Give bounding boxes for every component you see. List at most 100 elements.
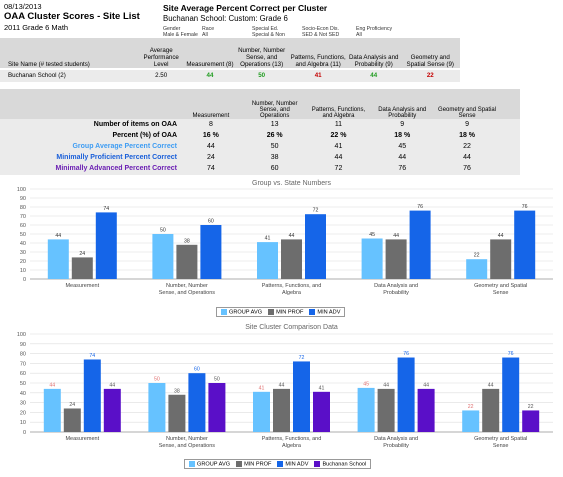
number-sense-header: Number, Number Sense, and Operations (13… <box>238 47 286 68</box>
y-tick-label: 50 <box>20 381 26 387</box>
bar <box>409 210 431 279</box>
bar <box>103 388 121 432</box>
bar <box>273 388 290 432</box>
bar <box>482 388 500 432</box>
y-tick-label: 100 <box>17 187 26 193</box>
summary-cell: 45 <box>398 143 407 150</box>
summary-cell: 50 <box>270 143 279 150</box>
measurement-header: Measurement (8) <box>186 61 234 68</box>
site-table-row-band <box>0 70 460 82</box>
data-label: 44 <box>55 233 61 239</box>
data-label: 38 <box>184 238 190 244</box>
bar <box>208 383 226 432</box>
summary-cell: 18 % <box>394 132 411 139</box>
data-label: 44 <box>488 382 494 388</box>
bar <box>95 212 117 279</box>
y-tick-label: 30 <box>20 401 26 407</box>
bar <box>47 239 69 279</box>
data-analysis-header: Data Analysis and Probability (9) <box>348 54 399 68</box>
page-title: OAA Cluster Scores - Site List <box>4 11 140 22</box>
bar <box>188 373 206 432</box>
filter-special-ed: Special Ed. Special & Non <box>252 26 285 39</box>
data-label: 76 <box>508 351 514 357</box>
legend-label: GROUP AVG <box>229 309 263 316</box>
data-label: 44 <box>289 233 295 239</box>
summary-cell: 9 <box>400 121 405 128</box>
data-label: 41 <box>265 236 271 242</box>
x-tick-label: Measurement <box>65 283 99 289</box>
site-table: Site Name (# tested students) Average Pe… <box>0 37 460 82</box>
site-table-header-band <box>0 38 460 68</box>
bar <box>466 259 488 279</box>
summary-cell: 22 % <box>330 132 347 139</box>
summary-cell: 22 <box>463 143 471 150</box>
legend-label: GROUP AVG <box>197 461 231 468</box>
chart-legend: GROUP AVG MIN PROF MIN ADV Buchanan School <box>184 459 372 470</box>
bar <box>257 242 278 279</box>
summary-cell: 72 <box>334 165 343 172</box>
y-tick-label: 80 <box>20 352 26 358</box>
legend-label: Buchanan School <box>322 461 367 468</box>
summary-cell: 13 <box>270 121 279 128</box>
summary-cell: 26 % <box>266 132 283 139</box>
site-name-link[interactable]: Buchanan School (2) <box>8 71 66 79</box>
y-tick-label: 60 <box>20 223 26 229</box>
data-label: 45 <box>369 232 375 238</box>
x-tick-label: Algebra <box>282 290 302 296</box>
legend-label: MIN ADV <box>285 461 309 468</box>
y-tick-label: 90 <box>20 342 26 348</box>
x-tick-label: Patterns, Functions, and <box>262 436 322 442</box>
y-tick-label: 50 <box>20 232 26 238</box>
legend-swatch <box>268 309 275 315</box>
data-label: 72 <box>299 355 305 361</box>
x-tick-label: Patterns, Functions, and <box>262 283 322 289</box>
legend-item: Buchanan School <box>314 461 366 467</box>
bar <box>397 357 415 432</box>
y-tick-label: 60 <box>20 371 26 377</box>
geometry-value: 22 <box>426 71 434 79</box>
bar <box>152 234 174 279</box>
data-label: 50 <box>154 377 160 383</box>
legend-item: MIN ADV <box>277 461 308 467</box>
summary-cell: 44 <box>206 143 215 150</box>
y-tick-label: 0 <box>23 430 26 436</box>
report-date: 08/13/2013 <box>4 2 42 11</box>
geometry-header: Geometry and Spatial Sense (9) <box>406 54 454 68</box>
chart-site-cluster-comparison: Site Cluster Comparison Data 0 10 20 30 40 50 6… <box>0 320 563 472</box>
x-tick-label: Probability <box>383 443 409 449</box>
legend-swatch <box>236 461 243 467</box>
data-label: 74 <box>89 353 95 359</box>
summary-row-label: Percent (%) of OAA <box>112 132 177 139</box>
data-label: 76 <box>417 204 423 210</box>
data-label: 50 <box>160 228 166 234</box>
bar <box>63 408 81 432</box>
data-label: 24 <box>79 251 85 257</box>
summary-row-label: Number of items on OAA <box>93 121 177 128</box>
bar <box>361 238 383 279</box>
bar <box>522 410 540 432</box>
legend-label: MIN ADV <box>317 309 341 316</box>
bar <box>305 214 326 279</box>
y-tick-label: 20 <box>20 259 26 265</box>
bar <box>168 394 186 432</box>
table-row[interactable]: Buchanan School (2) 2.50 44 50 41 44 22 <box>0 68 460 82</box>
summary-col-data-analysis: Data Analysis and Probability <box>378 107 427 119</box>
number-sense-value: 50 <box>258 71 266 79</box>
summary-cell: 44 <box>463 154 471 161</box>
summary-cell: 60 <box>270 165 279 172</box>
bar <box>502 357 520 432</box>
bar <box>148 383 166 432</box>
data-label: 44 <box>393 233 399 239</box>
table-row: Group Average Percent Correct 44 50 41 45 22 <box>0 141 500 152</box>
data-label: 76 <box>403 351 409 357</box>
table-row: Minimally Proficient Percent Correct 24 38… <box>0 152 500 163</box>
legend-swatch <box>189 461 195 467</box>
y-tick-label: 70 <box>20 361 26 367</box>
data-label: 44 <box>498 233 504 239</box>
filter-eng-proficiency: Eng Proficiency All <box>356 26 393 39</box>
x-tick-label: Sense <box>493 443 509 449</box>
table-row: Percent (%) of OAA 16 % 26 % 22 % 18 % 18 % <box>0 130 500 141</box>
report-title: Site Average Percent Correct per Cluster <box>163 3 328 13</box>
data-label: 44 <box>423 382 429 388</box>
legend-item: GROUP AVG <box>221 309 262 315</box>
